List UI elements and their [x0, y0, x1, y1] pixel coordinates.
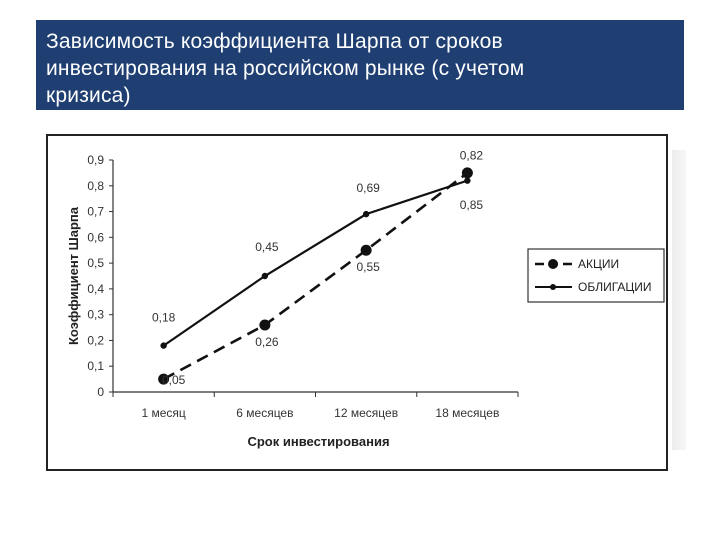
- bonds-data-label: 0,82: [460, 149, 484, 163]
- y-tick-label: 0,6: [87, 230, 104, 244]
- stocks-point: [259, 319, 271, 331]
- bonds-point: [261, 272, 269, 280]
- legend-box: [527, 248, 665, 303]
- slide-title-line: Зависимость коэффициента Шарпа от сроков: [46, 30, 503, 53]
- stocks-point: [158, 373, 170, 385]
- legend-bonds-label: ОБЛИГАЦИИ: [578, 280, 652, 294]
- legend-bonds-marker: [550, 284, 556, 290]
- bonds-point: [464, 177, 471, 184]
- stocks-data-label: 0,05: [162, 373, 186, 387]
- y-tick-label: 0: [97, 385, 104, 399]
- stocks-line: [163, 171, 469, 381]
- y-tick-label: 0,9: [87, 153, 104, 167]
- slide-title-line: кризиса): [46, 84, 131, 107]
- y-tick-label: 0,5: [87, 256, 104, 270]
- bonds-data-label: 0,45: [255, 240, 279, 254]
- bonds-point: [160, 342, 167, 349]
- stocks-data-label: 0,26: [255, 335, 279, 349]
- stocks-data-label: 0,85: [460, 198, 484, 212]
- scan-shadow: [672, 150, 686, 450]
- axes: 0 0,1 0,2 0,3 0,4 0,5 0,6 0,7 0,8 0,9 1 месяц 6 мес…: [66, 153, 519, 449]
- y-tick-label: 0,1: [87, 359, 104, 373]
- x-tick-label: 1 месяц: [141, 406, 185, 420]
- x-tick-label: 12 месяцев: [334, 406, 398, 420]
- legend: АКЦИИ ОБЛИГАЦИИ: [527, 248, 665, 303]
- x-axis-title: Срок инвестирования: [247, 434, 389, 449]
- y-tick-label: 0,2: [87, 333, 104, 347]
- y-tick-label: 0,3: [87, 308, 104, 322]
- legend-stocks-marker: [548, 259, 558, 269]
- x-tick-label: 18 месяцев: [435, 406, 499, 420]
- y-tick-label: 0,8: [87, 179, 104, 193]
- bonds-data-label: 0,18: [152, 311, 176, 325]
- y-axis-title: Коэффициент Шарпа: [66, 206, 81, 345]
- stocks-point: [461, 167, 473, 179]
- legend-stocks-label: АКЦИИ: [578, 257, 619, 271]
- slide-title: Зависимость коэффициента Шарпа от сроков…: [36, 20, 684, 110]
- y-tick-label: 0,7: [87, 205, 104, 219]
- bonds-data-label: 0,69: [356, 181, 380, 195]
- y-tick-label: 0,4: [87, 282, 104, 296]
- x-tick-label: 6 месяцев: [236, 406, 293, 420]
- stocks-point: [360, 244, 372, 256]
- slide-title-line: инвестирования на российском рынке (с уч…: [46, 57, 525, 80]
- bonds-line: [163, 179, 468, 347]
- chart-marks: 0,18 0,45 0,69 0,82 0,05 0,26 0,55 0,85: [152, 149, 483, 387]
- bonds-point: [362, 210, 370, 218]
- stocks-data-label: 0,55: [356, 260, 380, 274]
